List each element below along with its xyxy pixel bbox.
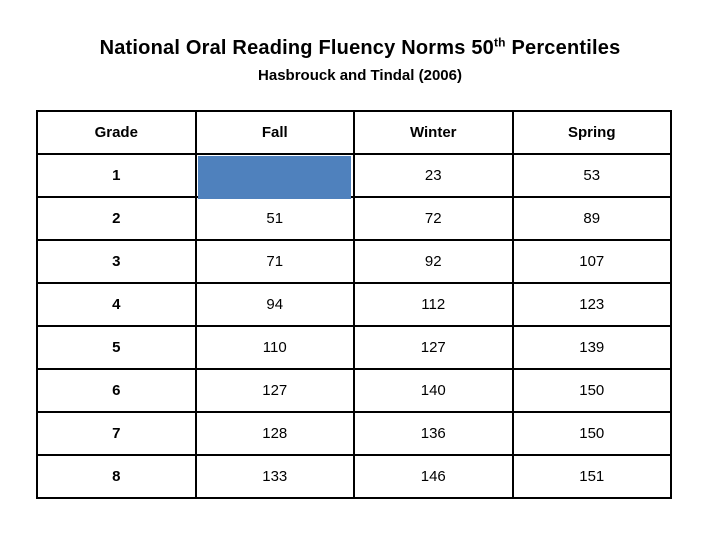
cell-grade-3: 3 — [36, 239, 197, 284]
cell-grade-6: 6 — [36, 368, 197, 413]
cell-fall-8: 133 — [194, 454, 355, 499]
cell-grade-5: 5 — [36, 325, 197, 370]
cell-spring-4: 123 — [511, 282, 672, 327]
cell-grade-1: 1 — [36, 153, 197, 198]
cell-winter-2: 72 — [353, 196, 514, 241]
cell-winter-5: 127 — [353, 325, 514, 370]
cell-fall-4: 94 — [194, 282, 355, 327]
cell-grade-2: 2 — [36, 196, 197, 241]
cell-fall-3: 71 — [194, 239, 355, 284]
cell-winter-1: 23 — [353, 153, 514, 198]
table-row: 6 127 140 150 — [36, 368, 672, 413]
table-row: 7 128 136 150 — [36, 411, 672, 456]
table-row: 5 110 127 139 — [36, 325, 672, 370]
cell-winter-7: 136 — [353, 411, 514, 456]
column-header-spring: Spring — [511, 110, 672, 155]
cell-spring-2: 89 — [511, 196, 672, 241]
column-header-winter: Winter — [353, 110, 514, 155]
table-row: 1 23 53 — [36, 153, 672, 199]
cell-fall-6: 127 — [194, 368, 355, 413]
cell-spring-8: 151 — [511, 454, 672, 499]
cell-spring-1: 53 — [511, 153, 672, 198]
cell-spring-5: 139 — [511, 325, 672, 370]
table-row: 2 51 72 89 — [36, 196, 672, 241]
cell-winter-8: 146 — [353, 454, 514, 499]
cell-grade-8: 8 — [36, 454, 197, 499]
fluency-norms-table: Grade Fall Winter Spring 1 23 53 2 51 72… — [36, 110, 672, 499]
column-header-grade: Grade — [36, 110, 197, 155]
highlight-box — [197, 156, 351, 199]
table-row: 4 94 112 123 — [36, 282, 672, 327]
cell-fall-2: 51 — [194, 196, 355, 241]
page-subtitle: Hasbrouck and Tindal (2006) — [258, 67, 462, 84]
title-block: National Oral Reading Fluency Norms 50th… — [0, 36, 720, 85]
cell-fall-5: 110 — [194, 325, 355, 370]
cell-spring-7: 150 — [511, 411, 672, 456]
page-title: National Oral Reading Fluency Norms 50th… — [0, 36, 720, 60]
cell-winter-6: 140 — [353, 368, 514, 413]
page-title-suffix: Percentiles — [505, 37, 621, 59]
table-row: 8 133 146 151 — [36, 454, 672, 499]
cell-winter-4: 112 — [353, 282, 514, 327]
cell-grade-7: 7 — [36, 411, 197, 456]
cell-fall-7: 128 — [194, 411, 355, 456]
page-title-superscript: th — [493, 35, 506, 50]
cell-spring-3: 107 — [511, 239, 672, 284]
table-header-row: Grade Fall Winter Spring — [36, 110, 672, 155]
table-row: 3 71 92 107 — [36, 239, 672, 284]
cell-grade-4: 4 — [36, 282, 197, 327]
column-header-fall: Fall — [194, 110, 355, 155]
cell-fall-1 — [194, 153, 355, 199]
cell-spring-6: 150 — [511, 368, 672, 413]
cell-winter-3: 92 — [353, 239, 514, 284]
page-title-prefix: National Oral Reading Fluency Norms 50 — [99, 37, 494, 59]
